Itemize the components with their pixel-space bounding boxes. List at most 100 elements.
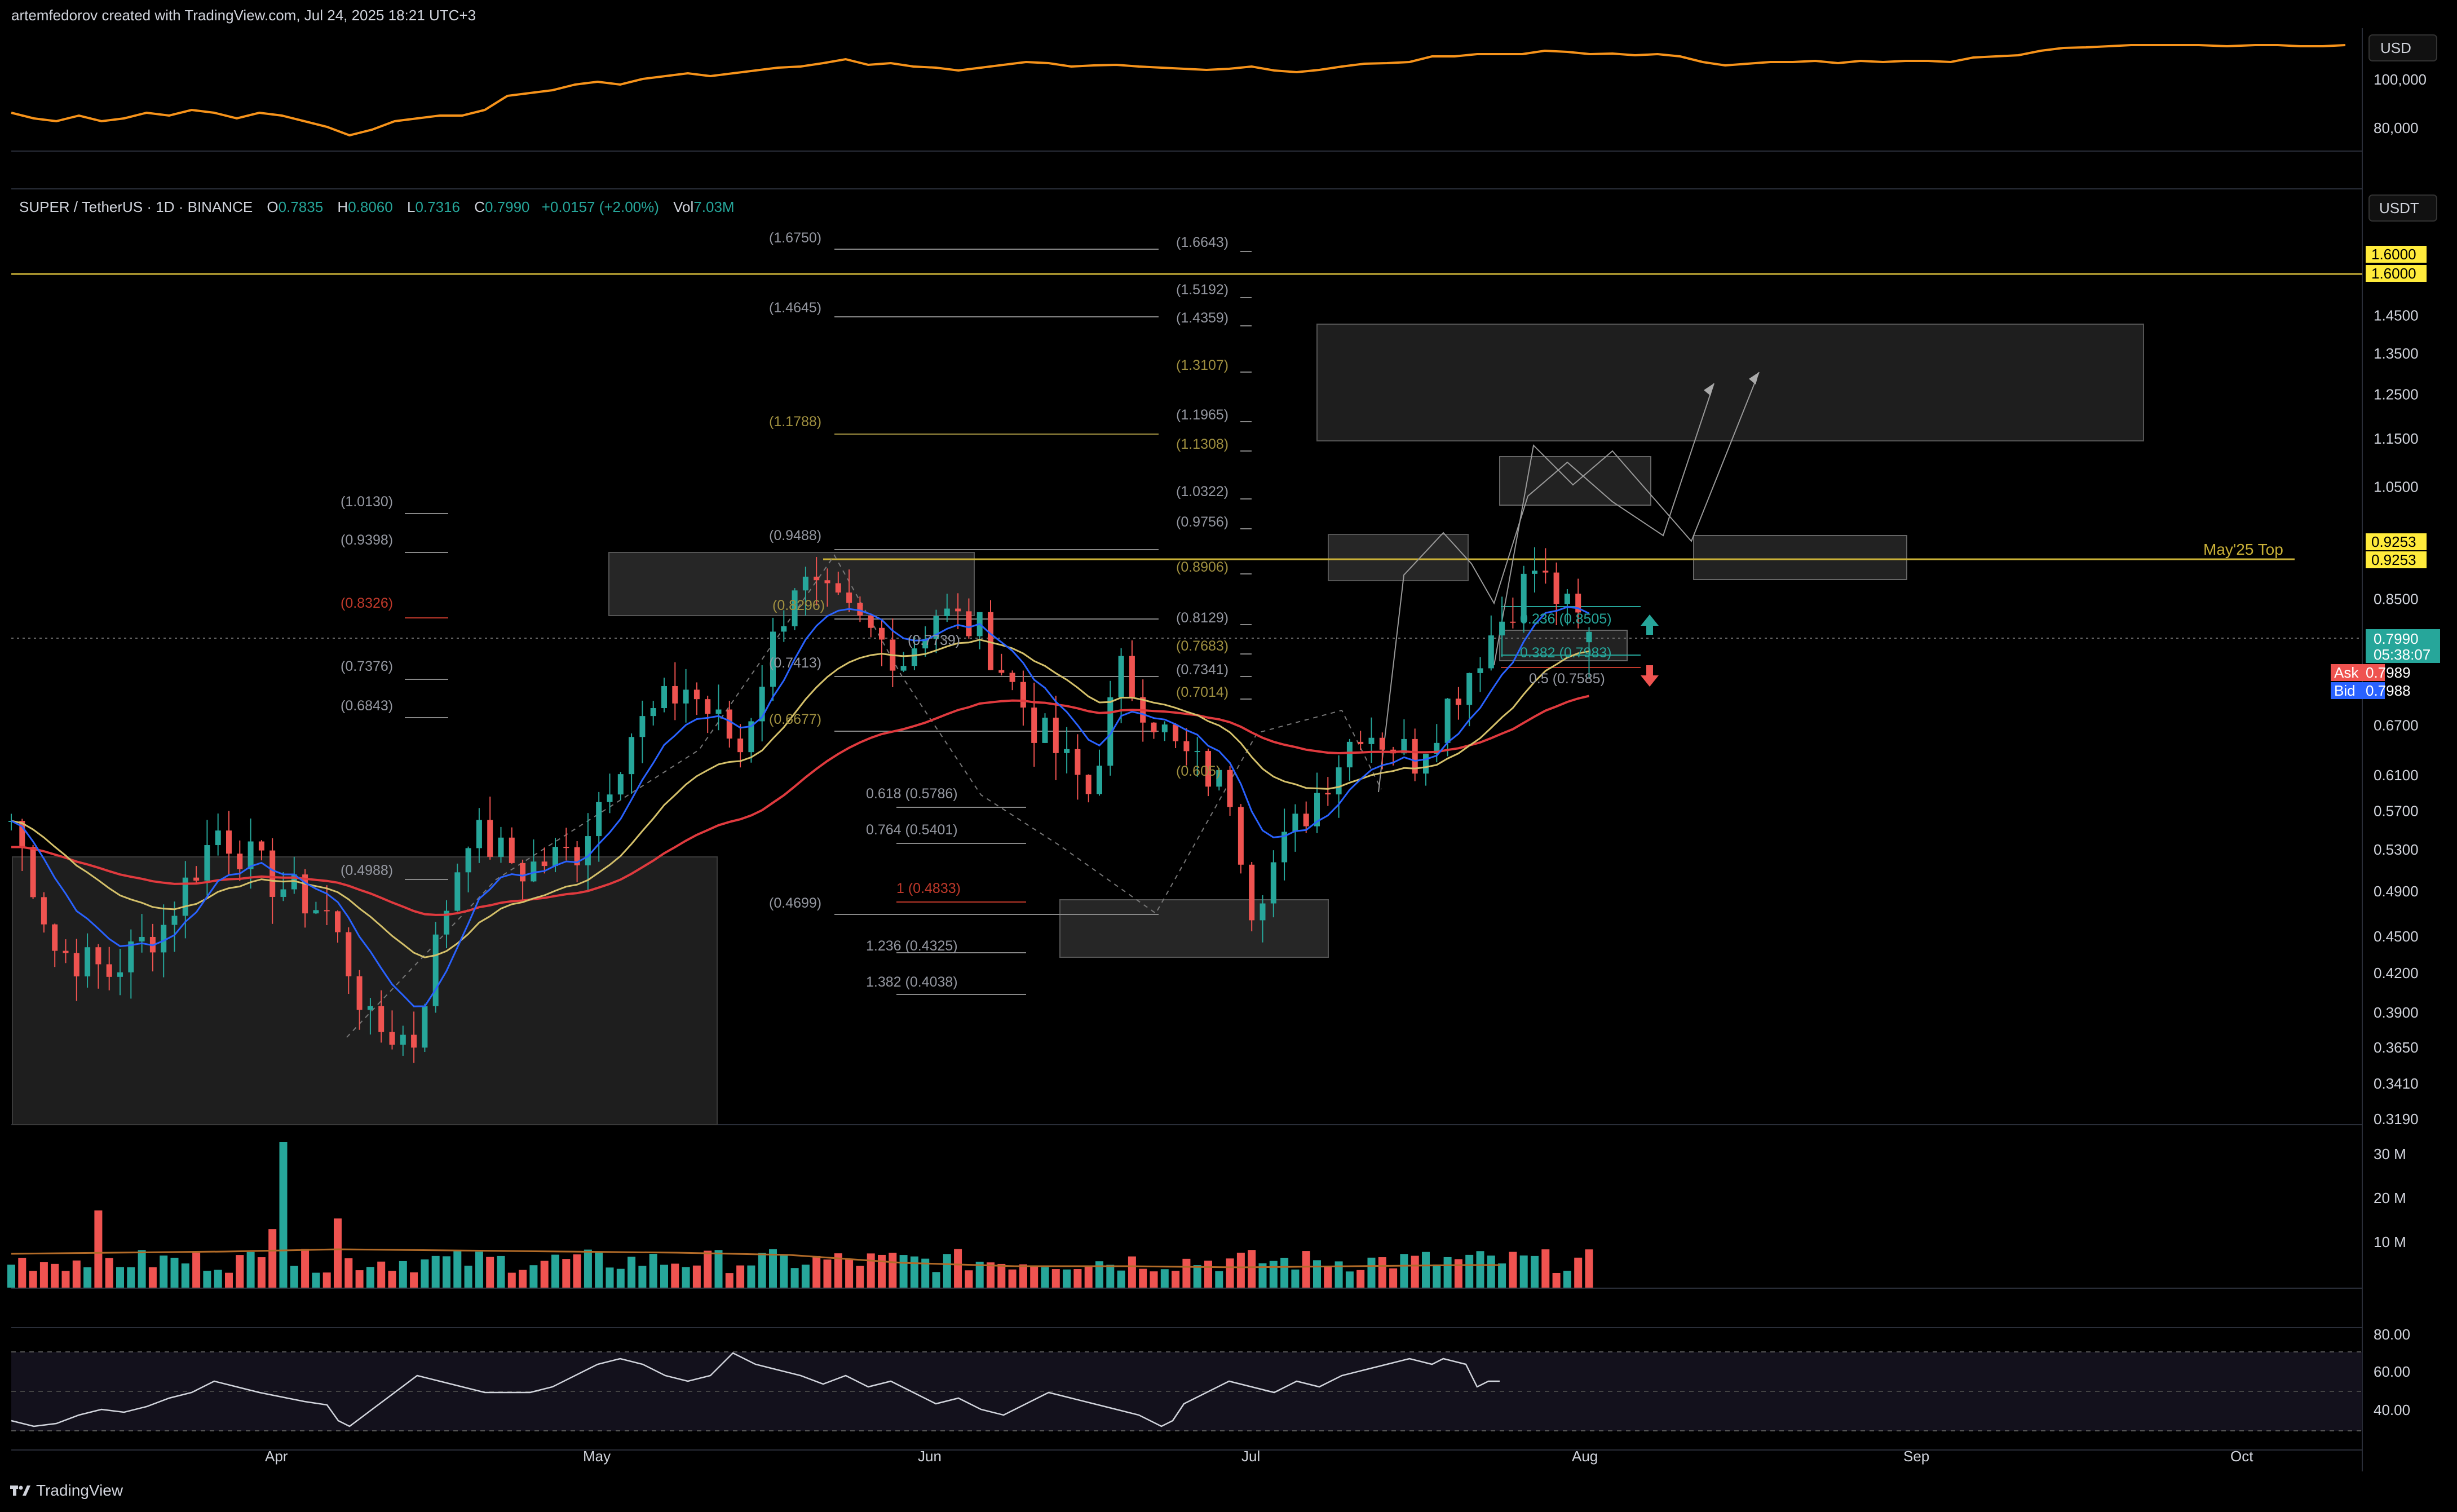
fib-label: (1.1965) xyxy=(1176,407,1228,423)
volume-bar xyxy=(1236,1253,1245,1288)
price-axis-tick: 1.4500 xyxy=(2374,307,2419,324)
volume-bar xyxy=(421,1259,429,1288)
price-axis-tick: 0.3900 xyxy=(2374,1004,2419,1021)
volume-bar xyxy=(1226,1258,1234,1288)
candle-body xyxy=(161,925,167,953)
fib-label: (0.8326) xyxy=(341,595,393,611)
volume-bar xyxy=(1367,1257,1376,1288)
target-zone-small[interactable] xyxy=(1499,456,1651,506)
candle-body xyxy=(672,686,678,704)
candle-body xyxy=(792,590,798,626)
volume-bar xyxy=(279,1142,288,1288)
volume-bar xyxy=(595,1251,603,1288)
candle-body xyxy=(781,626,787,632)
pullback-zone[interactable] xyxy=(1693,535,1907,580)
resistance-zone[interactable] xyxy=(608,552,975,616)
down-arrow-icon xyxy=(1641,665,1659,687)
volume-bar xyxy=(486,1257,494,1288)
local-top-zone[interactable] xyxy=(1328,534,1469,581)
candle-body xyxy=(879,627,885,640)
volume-bar xyxy=(780,1254,788,1288)
candles xyxy=(8,547,1592,1063)
candle-body xyxy=(1064,749,1070,753)
candle-body xyxy=(1292,814,1298,832)
badge-may-top xyxy=(2366,551,2427,568)
candle-body xyxy=(1358,741,1364,744)
candle-body xyxy=(966,611,972,636)
rsi-axis-tick: 80.00 xyxy=(2374,1326,2410,1343)
support-zone[interactable] xyxy=(1059,899,1329,958)
volume-bar xyxy=(322,1272,331,1288)
volume-bar xyxy=(7,1265,15,1288)
candle-body xyxy=(487,820,493,857)
candle-body xyxy=(650,708,656,717)
volume-bar xyxy=(431,1255,440,1288)
volume-bar xyxy=(1019,1264,1027,1288)
volume-bar xyxy=(1541,1249,1550,1288)
volume-bar xyxy=(649,1253,657,1288)
fib-label: (0.7413) xyxy=(769,655,821,671)
volume-bar xyxy=(1280,1257,1289,1288)
candle-body xyxy=(683,689,689,704)
fib-label: (0.7376) xyxy=(341,658,393,674)
high-value: 0.8060 xyxy=(348,198,393,215)
fib-right-ticks xyxy=(1240,251,1252,700)
badge-text: 0.9253 xyxy=(2371,533,2416,550)
candle-body xyxy=(868,615,874,628)
volume-bar xyxy=(268,1229,277,1288)
volume-bar xyxy=(1063,1269,1071,1288)
candle-body xyxy=(193,877,200,881)
volume-bar xyxy=(1400,1254,1408,1288)
volume-bar xyxy=(399,1261,407,1288)
candle-body xyxy=(1466,673,1473,705)
currency-usdt-button[interactable] xyxy=(2368,194,2437,222)
candle-body xyxy=(857,603,863,616)
candle-body xyxy=(629,737,635,775)
candle-body xyxy=(1194,751,1200,753)
volume-bar xyxy=(671,1263,679,1288)
fib-label: (1.1308) xyxy=(1176,436,1228,452)
tradingview-logo[interactable]: TradingView xyxy=(10,1482,123,1500)
candle-body xyxy=(106,964,112,977)
volume-bar xyxy=(889,1253,897,1288)
volume-bar xyxy=(1084,1266,1093,1288)
volume-bar xyxy=(725,1273,733,1288)
symbol-legend[interactable]: SUPER / TetherUS · 1D · BINANCE O0.7835 … xyxy=(19,198,735,216)
candle-body xyxy=(520,863,526,882)
volume-bar xyxy=(1269,1261,1278,1288)
volume-bar xyxy=(148,1267,157,1288)
volume-bar xyxy=(18,1258,26,1288)
badge-may-top xyxy=(2366,533,2427,550)
volume-bar xyxy=(519,1270,527,1288)
volume-axis-tick: 30 M xyxy=(2374,1146,2406,1162)
candle-body xyxy=(1477,668,1483,673)
volume-bar xyxy=(1073,1269,1082,1288)
price-axis[interactable]: 1.4500 1.3500 1.2500 1.1500 1.0500 0.8500 0.67… xyxy=(2374,307,2419,1128)
candle-body xyxy=(1434,742,1440,754)
open-label: O xyxy=(267,198,279,215)
volume-bar xyxy=(355,1270,364,1288)
badge-text: 1.6000 xyxy=(2371,265,2416,282)
fib-label: (0.6677) xyxy=(769,711,821,727)
ema-fast-line xyxy=(11,606,1590,1007)
currency-usd-button[interactable] xyxy=(2368,34,2437,61)
candle-body xyxy=(900,666,907,671)
ema-slow-line xyxy=(11,695,1589,916)
volume-bar xyxy=(1204,1261,1212,1288)
candle-body xyxy=(1521,573,1527,622)
fib-label: (1.6750) xyxy=(769,230,821,246)
demand-zone[interactable] xyxy=(12,856,718,1125)
candle-body xyxy=(1401,739,1407,754)
price-axis-tick: 0.6100 xyxy=(2374,767,2419,784)
target-zone-large[interactable] xyxy=(1316,324,2144,441)
candle-body xyxy=(1564,594,1570,604)
price-axis-tick: 0.5300 xyxy=(2374,841,2419,858)
volume-bar xyxy=(105,1258,113,1288)
candle-body xyxy=(1205,751,1211,787)
price-axis-tick: 0.3190 xyxy=(2374,1111,2419,1128)
price-axis-tick: 0.3410 xyxy=(2374,1075,2419,1092)
fib-left-ticks xyxy=(405,513,448,880)
volume-bar xyxy=(975,1262,984,1288)
candle-body xyxy=(1173,724,1179,741)
